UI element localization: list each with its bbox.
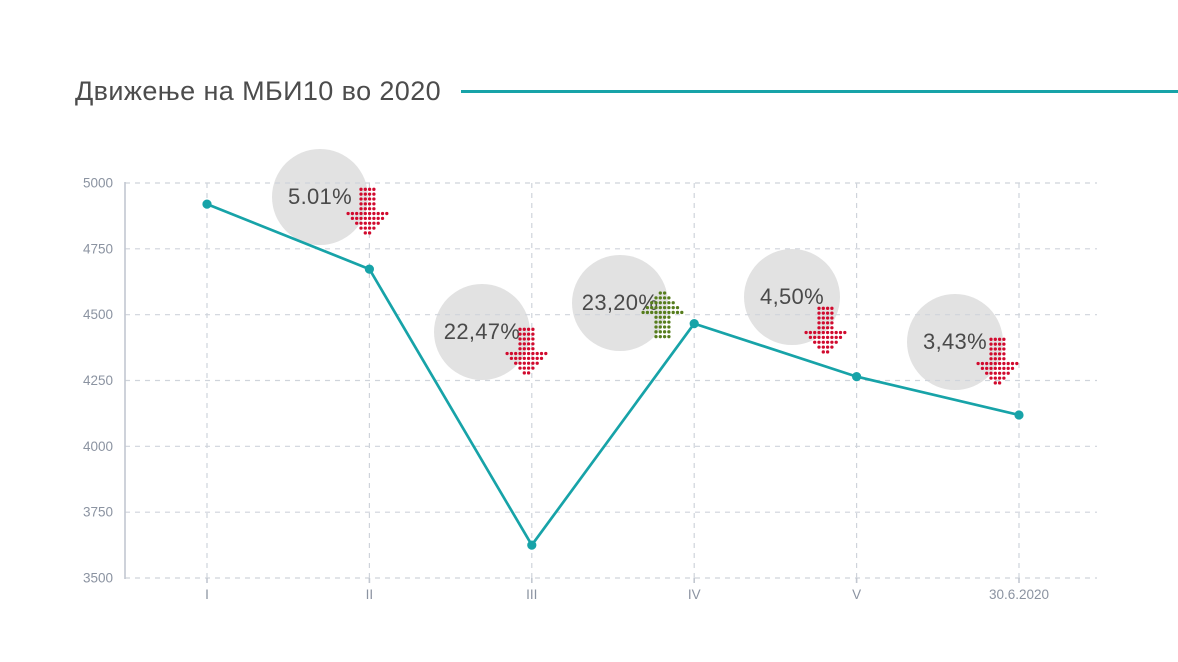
x-tick-label: II <box>366 587 374 602</box>
y-tick-label: 4750 <box>83 241 113 256</box>
annotation-label: 23,20% <box>581 290 659 315</box>
annotation: 22,47% <box>434 284 530 380</box>
annotation-bubble <box>272 149 368 245</box>
y-tick-label: 4500 <box>83 307 113 322</box>
data-point <box>364 264 374 274</box>
down-arrow-icon <box>346 185 389 237</box>
annotation-label: 5.01% <box>288 184 352 209</box>
annotation-label: 3,43% <box>923 329 987 354</box>
down-arrow-icon <box>505 325 548 377</box>
annotation: 23,20% <box>572 255 668 351</box>
down-arrow-icon <box>976 335 1019 387</box>
annotation-label: 4,50% <box>760 284 824 309</box>
y-tick-label: 5000 <box>83 176 113 191</box>
annotation-label: 22,47% <box>443 319 521 344</box>
x-tick-label: III <box>526 587 537 602</box>
y-tick-label: 4250 <box>83 373 113 388</box>
y-tick-label: 4000 <box>83 439 113 454</box>
up-arrow-icon <box>641 289 684 341</box>
annotation: 4,50% <box>744 249 840 345</box>
data-point <box>527 540 537 550</box>
annotation-bubble <box>434 284 530 380</box>
data-point <box>689 319 699 329</box>
x-tick-label: V <box>852 587 861 602</box>
annotation: 3,43% <box>907 294 1003 390</box>
chart-header: Движење на МБИ10 во 2020 <box>75 76 1178 107</box>
down-arrow-icon <box>804 304 847 356</box>
series-line <box>206 202 1020 547</box>
y-tick-label: 3750 <box>83 505 113 520</box>
y-tick-label: 3500 <box>83 571 113 586</box>
x-tick-label: IV <box>688 587 701 602</box>
x-tick-label: 30.6.2020 <box>989 587 1049 602</box>
data-point <box>202 199 212 209</box>
x-tick-label: I <box>205 587 209 602</box>
data-point <box>1014 410 1024 420</box>
annotation: 5.01% <box>272 149 368 245</box>
chart-title: Движење на МБИ10 во 2020 <box>75 76 442 106</box>
title-rule <box>461 90 1178 93</box>
data-point <box>852 372 862 382</box>
